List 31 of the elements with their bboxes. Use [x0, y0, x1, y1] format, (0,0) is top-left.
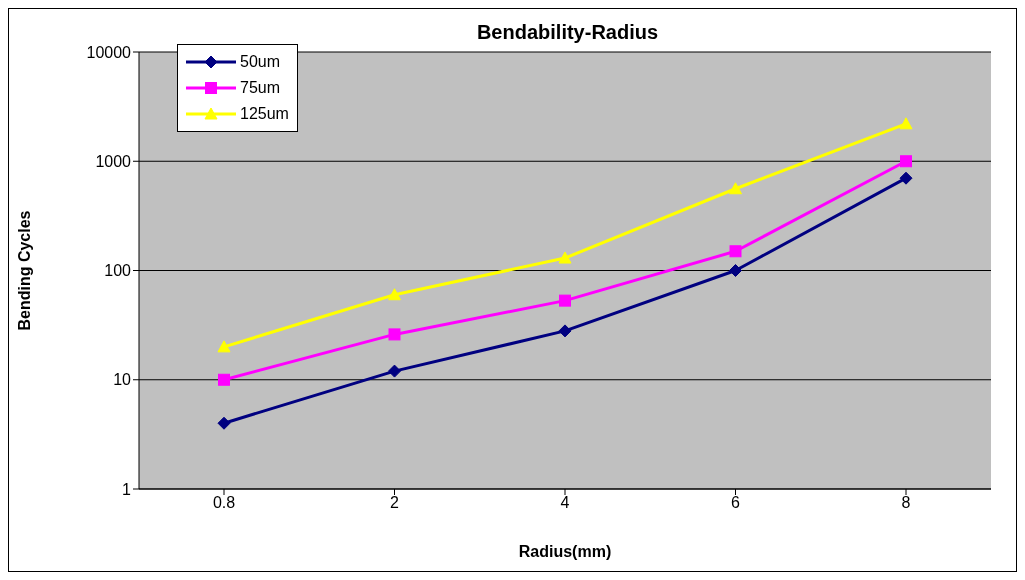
y-axis-title: Bending Cycles	[15, 210, 33, 331]
y-tick-label: 1000	[95, 152, 132, 170]
x-tick-label: 6	[731, 494, 741, 512]
point	[388, 364, 401, 378]
y-tick-label: 10	[113, 371, 132, 389]
x-tick-label: 0.8	[212, 494, 236, 512]
point	[558, 324, 572, 338]
x-tick-label: 4	[560, 494, 570, 512]
point	[900, 155, 912, 168]
point	[217, 416, 231, 430]
y-tick-label: 10000	[86, 43, 132, 61]
point	[558, 251, 572, 264]
point	[729, 264, 742, 277]
point	[559, 294, 571, 307]
chart-title: Bendability-Radius	[475, 20, 660, 44]
point	[729, 182, 742, 195]
legend-label: 50um	[240, 53, 281, 71]
point	[899, 117, 913, 130]
point	[899, 171, 913, 185]
point	[218, 373, 230, 386]
x-axis-title: Radius(mm)	[518, 543, 612, 560]
point	[388, 288, 401, 301]
point	[217, 340, 231, 353]
y-tick-label: 100	[104, 262, 132, 280]
point	[388, 328, 401, 341]
legend-label: 125um	[240, 105, 289, 123]
x-tick-label: 2	[390, 494, 400, 512]
x-tick-label: 8	[901, 494, 911, 512]
legend-label: 75um	[240, 79, 281, 97]
point	[729, 245, 742, 258]
y-tick-label: 1	[122, 480, 132, 498]
